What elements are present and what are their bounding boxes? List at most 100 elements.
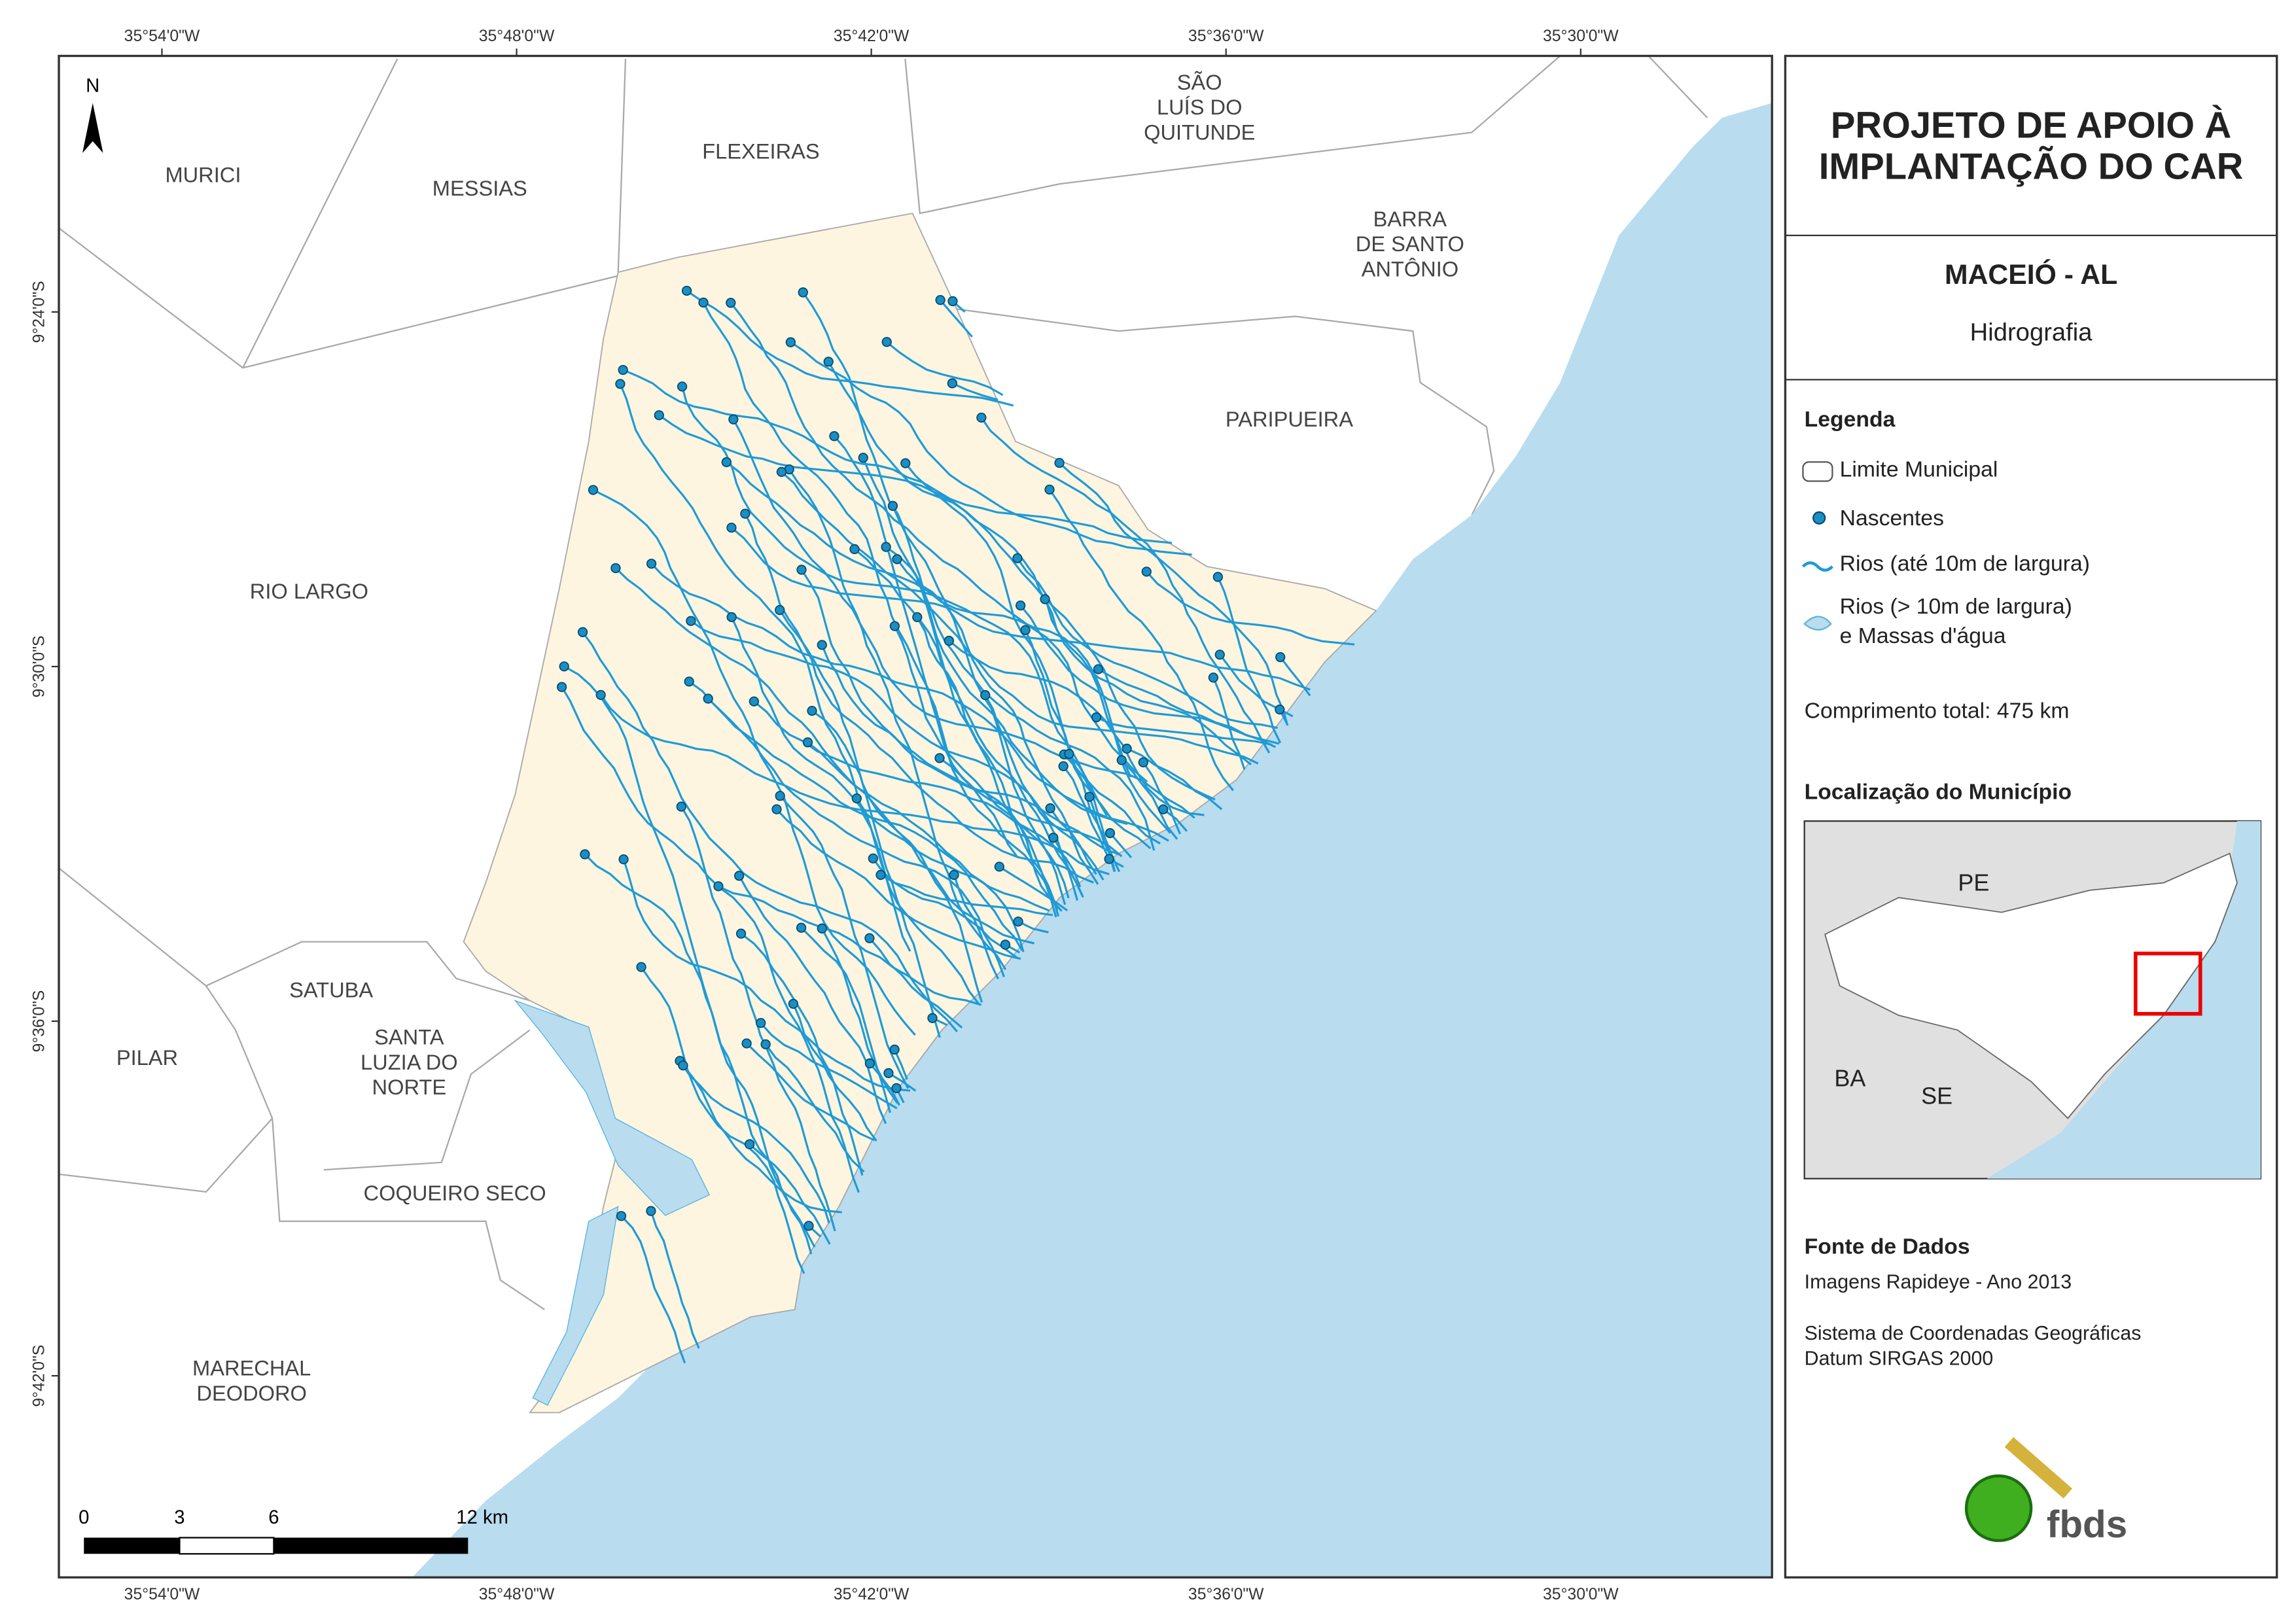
spring xyxy=(654,410,664,421)
inset-highlight xyxy=(2133,951,2202,1016)
spring xyxy=(615,379,626,389)
river xyxy=(800,927,891,1113)
spring xyxy=(900,458,911,468)
legend-label: Rios (> 10m de largura) xyxy=(1840,594,2072,619)
river xyxy=(1019,604,1280,745)
spring xyxy=(1058,761,1069,771)
inset-label: PE xyxy=(1958,869,1989,896)
river xyxy=(775,809,1021,960)
spring xyxy=(616,1211,627,1221)
spring xyxy=(1012,553,1023,564)
river xyxy=(868,937,963,1029)
spring xyxy=(1104,854,1114,864)
river xyxy=(650,1210,700,1349)
river xyxy=(1109,832,1133,858)
municipality-label: MARECHAL xyxy=(192,1356,311,1380)
coordinate-label: 35°36'0"W xyxy=(1188,1586,1264,1603)
spring xyxy=(684,676,694,687)
spring xyxy=(740,508,751,519)
spring xyxy=(595,689,606,701)
legend-label: Rios (até 10m de largura) xyxy=(1840,551,2090,576)
municipality-label: FLEXEIRAS xyxy=(702,139,819,164)
legend-label: Nascentes xyxy=(1840,506,1944,531)
coordinate-label: 35°54'0"W xyxy=(124,1586,200,1603)
coordinate-label: 35°30'0"W xyxy=(1543,1586,1619,1603)
river xyxy=(690,620,1104,881)
inset-label: BA xyxy=(1834,1065,1865,1092)
river xyxy=(592,489,916,1036)
river xyxy=(894,625,1057,918)
spring xyxy=(1045,803,1055,814)
spring xyxy=(1093,664,1104,674)
river xyxy=(622,369,1173,544)
legend-label: Limite Municipal xyxy=(1840,457,1998,482)
spring xyxy=(686,616,696,626)
river xyxy=(953,875,999,980)
spring xyxy=(881,542,891,552)
spring xyxy=(771,804,782,814)
spring xyxy=(851,793,862,804)
river xyxy=(833,435,1059,911)
spring xyxy=(1208,672,1219,683)
spring xyxy=(618,854,629,865)
river xyxy=(1216,576,1282,744)
spring xyxy=(735,928,747,939)
scale-label: 0 xyxy=(79,1507,89,1528)
spring xyxy=(577,627,588,637)
spring xyxy=(775,604,785,616)
river xyxy=(622,859,911,1092)
north-arrow xyxy=(82,103,103,153)
spring xyxy=(1104,828,1116,839)
rivers xyxy=(561,290,1355,1364)
legend-label: e Massas d'água xyxy=(1840,623,2006,648)
spring xyxy=(889,1044,900,1055)
river xyxy=(682,1064,842,1213)
scale-bar xyxy=(84,1537,180,1554)
river xyxy=(886,341,1004,396)
river xyxy=(1126,748,1223,811)
spring xyxy=(728,414,739,425)
spring xyxy=(744,1139,755,1149)
spring xyxy=(776,466,787,478)
river xyxy=(939,299,973,338)
spring xyxy=(1116,755,1127,765)
municipality-label: LUÍS DO xyxy=(1157,95,1242,119)
spring xyxy=(733,871,745,881)
spring xyxy=(788,998,799,1009)
spring xyxy=(559,661,569,672)
spring xyxy=(681,285,692,296)
subtitle: MACEIÓ - AL xyxy=(1945,258,2117,290)
coordinate-label: 35°42'0"W xyxy=(834,27,910,45)
spring xyxy=(947,378,957,389)
river xyxy=(1016,557,1278,729)
municipality-label: MESSIAS xyxy=(433,176,527,200)
municipality-label: MURICI xyxy=(165,163,241,187)
scale-bar xyxy=(274,1537,468,1554)
spring xyxy=(796,565,807,575)
spring xyxy=(760,1039,771,1049)
spring xyxy=(1054,457,1065,468)
river xyxy=(948,640,1205,816)
legend-symbol xyxy=(1812,511,1826,525)
logo-text: fbds xyxy=(2047,1503,2127,1546)
scale-bar xyxy=(179,1537,275,1555)
river xyxy=(811,710,941,1038)
source-line: Imagens Rapideye - Ano 2013 xyxy=(1805,1271,2072,1293)
source-line: Datum SIRGAS 2000 xyxy=(1805,1348,1994,1369)
river xyxy=(764,1043,865,1173)
river xyxy=(760,1022,898,1109)
coordinate-label: 9°36'0"S xyxy=(30,990,48,1053)
river xyxy=(800,569,1121,856)
spring xyxy=(796,922,807,933)
spring xyxy=(721,457,732,468)
river xyxy=(869,1062,898,1104)
municipality-label: LUZIA DO xyxy=(361,1050,458,1074)
spring xyxy=(741,1038,752,1049)
municipality-label: SATUBA xyxy=(289,978,373,1002)
spring xyxy=(1000,939,1011,950)
legend-heading: Legenda xyxy=(1805,407,1896,432)
inset-ocean xyxy=(1987,821,2261,1179)
spring xyxy=(849,544,860,555)
river xyxy=(939,757,1123,858)
